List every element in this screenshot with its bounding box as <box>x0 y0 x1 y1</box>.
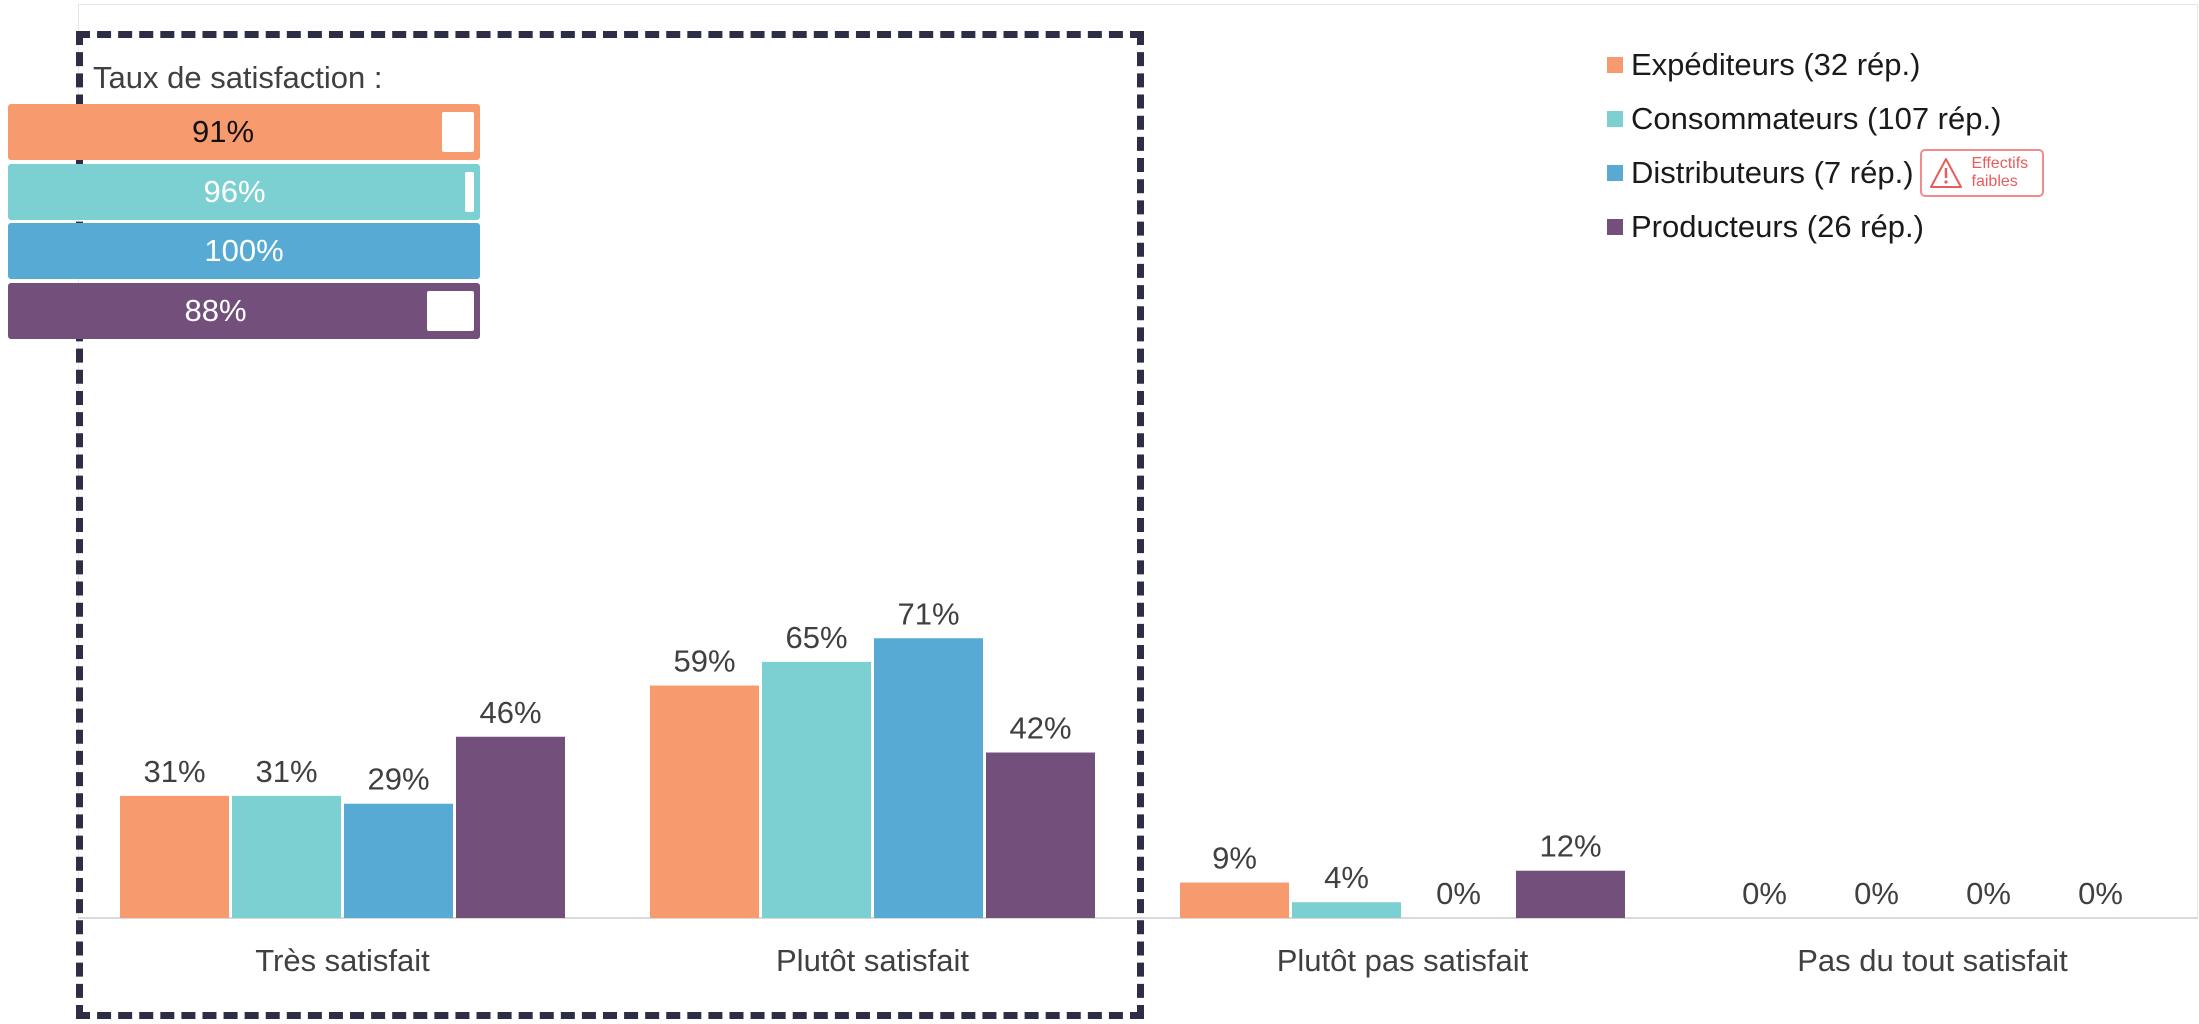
bar <box>232 795 341 918</box>
bar <box>762 661 871 918</box>
data-label: 0% <box>1742 876 1787 911</box>
legend-item-expediteurs: Expéditeurs (32 rép.) <box>1607 38 2044 92</box>
satisfied-highlight-box <box>76 31 1144 1019</box>
data-label: 31% <box>143 754 205 789</box>
legend-label: Consommateurs (107 rép.) <box>1631 101 2002 136</box>
bar <box>120 795 229 918</box>
x-tick-label: Plutôt pas satisfait <box>1277 943 1529 978</box>
bar <box>1292 902 1401 918</box>
legend-swatch <box>1607 165 1623 181</box>
bar <box>874 638 983 918</box>
legend-item-consommateurs: Consommateurs (107 rép.) <box>1607 92 2044 146</box>
data-label: 4% <box>1324 860 1369 895</box>
chart-legend: Expéditeurs (32 rép.) Consommateurs (107… <box>1607 38 2045 254</box>
data-label: 0% <box>1436 876 1481 911</box>
data-label: 0% <box>1854 876 1899 911</box>
legend-swatch <box>1607 57 1623 73</box>
satisfaction-rate-label: 100% <box>204 233 284 268</box>
bar <box>1516 870 1625 918</box>
legend-swatch <box>1607 111 1623 127</box>
bar <box>650 685 759 918</box>
satisfaction-rate-label: 91% <box>191 114 255 149</box>
data-label: 59% <box>673 644 735 679</box>
data-label: 65% <box>785 620 847 655</box>
satisfaction-rate-bar: 96% <box>8 164 480 220</box>
rate-remainder <box>427 291 474 331</box>
data-label: 0% <box>2078 876 2123 911</box>
data-label: 0% <box>1966 876 2011 911</box>
legend-item-distributeurs: Distributeurs (7 rép.) Effectifs faibles <box>1607 146 2045 200</box>
legend-label: Expéditeurs (32 rép.) <box>1631 47 1921 82</box>
satisfaction-rate-bar: 88% <box>8 283 480 339</box>
x-tick-label: Pas du tout satisfait <box>1797 943 2068 978</box>
warning-triangle-icon <box>1929 158 1962 188</box>
x-tick-label: Plutôt satisfait <box>776 943 969 978</box>
bar <box>456 736 565 918</box>
bar <box>344 803 453 918</box>
legend-label: Distributeurs (7 rép.) <box>1631 155 1914 190</box>
data-label: 31% <box>255 754 317 789</box>
satisfaction-rate-title: Taux de satisfaction : <box>93 60 383 95</box>
legend-label: Producteurs (26 rép.) <box>1631 209 1924 244</box>
satisfaction-rate-bar: 91% <box>8 104 480 160</box>
bar <box>1180 882 1289 918</box>
warning-text-line2: faibles <box>1971 173 2018 190</box>
data-label: 46% <box>479 695 541 730</box>
satisfaction-rate-label: 88% <box>184 293 247 328</box>
data-label: 71% <box>897 596 959 631</box>
data-label: 9% <box>1212 841 1257 876</box>
satisfaction-rate-label: 96% <box>203 174 266 209</box>
legend-swatch <box>1607 219 1623 235</box>
data-label: 29% <box>367 762 429 797</box>
satisfaction-rate-bar: 100% <box>8 223 480 279</box>
legend-item-producteurs: Producteurs (26 rép.) <box>1607 200 2044 254</box>
x-tick-label: Très satisfait <box>255 943 430 978</box>
rate-remainder <box>442 112 474 152</box>
low-sample-warning-badge: Effectifs faibles <box>1919 149 2045 197</box>
bar <box>986 752 1095 918</box>
rate-remainder <box>465 172 474 212</box>
data-label: 12% <box>1539 829 1601 864</box>
data-label: 42% <box>1009 711 1071 746</box>
warning-text-line1: Effectifs <box>1971 155 2029 172</box>
